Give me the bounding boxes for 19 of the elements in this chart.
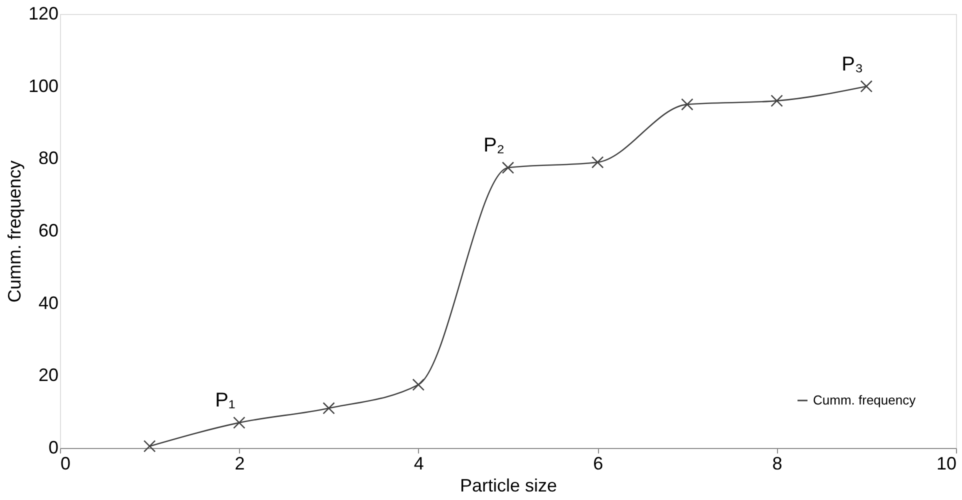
x-tick-label: 6: [593, 454, 604, 474]
x-tick-label: 0: [60, 454, 71, 474]
x-axis-title: Particle size: [460, 476, 558, 496]
y-tick-label: 0: [48, 438, 58, 458]
y-tick-label: 100: [28, 76, 58, 96]
y-tick-label: 40: [38, 292, 58, 313]
x-tick-label: 2: [234, 454, 245, 474]
y-axis-title: Cumm. frequency: [4, 160, 24, 303]
annotation: P₃: [842, 53, 864, 76]
annotation: P₁: [215, 390, 236, 412]
x-tick-label: 4: [414, 454, 424, 474]
y-tick-label: 20: [38, 365, 58, 386]
y-tick-label: 80: [38, 148, 58, 168]
x-tick-label: 8: [772, 454, 782, 474]
x-tick-label: 10: [936, 454, 956, 474]
y-tick-label: 120: [28, 4, 58, 24]
annotation: P₂: [483, 134, 505, 157]
legend-label: Cumm. frequency: [813, 392, 916, 408]
y-tick-label: 60: [38, 220, 58, 240]
